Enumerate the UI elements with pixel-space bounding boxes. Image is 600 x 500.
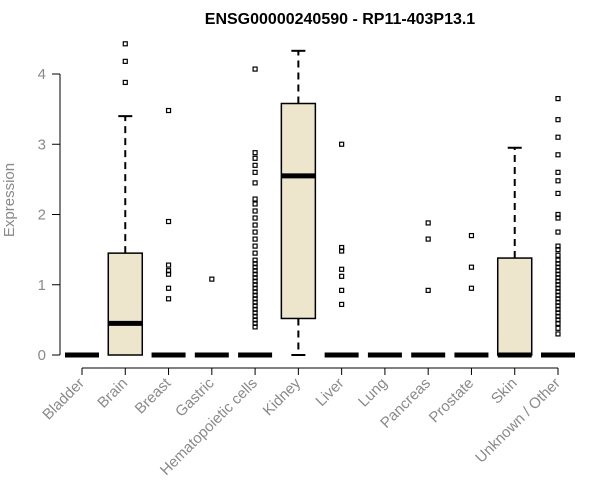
outlier-1-0 <box>122 79 128 86</box>
outlier-2-5 <box>165 218 172 225</box>
outlier-4-25 <box>252 215 258 221</box>
box-group-1 <box>107 41 144 356</box>
outlier-11-1 <box>555 325 561 331</box>
outlier-4-30 <box>252 169 258 175</box>
outlier-6-6 <box>339 141 345 147</box>
outlier-8-1 <box>425 236 431 242</box>
outlier-4-29 <box>252 180 258 186</box>
y-tick-label-4: 4 <box>38 66 46 83</box>
outlier-6-5 <box>339 244 345 251</box>
outlier-8-2 <box>425 220 431 226</box>
box-10 <box>496 257 533 356</box>
outlier-11-31 <box>555 134 561 140</box>
outlier-4-20 <box>252 250 258 256</box>
outlier-4-31 <box>252 162 258 168</box>
outlier-6-2 <box>339 273 345 279</box>
outlier-6-1 <box>339 287 345 293</box>
outlier-11-24 <box>555 229 561 235</box>
outlier-2-1 <box>165 285 172 291</box>
outlier-4-33 <box>252 150 258 156</box>
outlier-11-29 <box>555 169 561 175</box>
outlier-4-22 <box>252 236 258 242</box>
outlier-11-27 <box>555 190 561 197</box>
outlier-11-0 <box>555 331 561 337</box>
outlier-4-28 <box>252 196 258 202</box>
box-1 <box>107 252 144 356</box>
box-group-3 <box>194 276 229 358</box>
box-group-9 <box>454 232 489 358</box>
outlier-2-3 <box>165 268 172 274</box>
outlier-1-2 <box>122 41 128 47</box>
box-group-4 <box>238 66 273 358</box>
box-group-8 <box>411 220 446 358</box>
y-axis-label: Expression <box>1 163 18 237</box>
outlier-2-0 <box>165 296 172 302</box>
outlier-9-1 <box>468 264 475 270</box>
box-group-10 <box>496 146 533 358</box>
box-group-11 <box>541 95 575 358</box>
outlier-4-21 <box>252 243 258 249</box>
outlier-9-2 <box>468 232 475 239</box>
outlier-11-28 <box>555 178 561 184</box>
x-tick-label-9: Prostate <box>426 375 478 427</box>
outlier-4-26 <box>252 208 258 214</box>
chart-title: ENSG00000240590 - RP11-403P13.1 <box>205 11 476 28</box>
outlier-4-27 <box>252 201 258 207</box>
outlier-4-19 <box>252 257 258 263</box>
outlier-11-32 <box>555 117 561 123</box>
boxes-layer <box>65 41 575 358</box>
x-tick-label-6: Liver <box>312 375 347 410</box>
x-tick-label-10: Skin <box>488 375 521 408</box>
outlier-2-4 <box>165 262 172 268</box>
box-group-5 <box>280 49 317 356</box>
outlier-11-21 <box>555 252 561 258</box>
x-tick-label-0: Bladder <box>39 375 88 424</box>
x-tick-label-7: Lung <box>355 375 391 411</box>
x-tick-label-2: Breast <box>132 374 175 417</box>
outlier-4-34 <box>252 66 258 72</box>
outlier-4-24 <box>252 222 258 228</box>
box-5 <box>280 102 317 320</box>
y-tick-label-2: 2 <box>38 207 46 224</box>
outlier-1-1 <box>122 58 128 64</box>
x-tick-label-1: Brain <box>94 375 131 412</box>
outlier-4-23 <box>252 229 258 235</box>
outlier-6-3 <box>339 266 345 272</box>
y-tick-label-1: 1 <box>38 277 46 294</box>
outlier-11-30 <box>555 152 561 158</box>
y-axis: 0 1 2 3 4 <box>38 66 61 364</box>
box-group-6 <box>324 141 359 358</box>
outlier-11-20 <box>555 257 561 263</box>
outlier-4-32 <box>252 155 258 161</box>
outlier-3-0 <box>209 276 215 282</box>
outlier-9-0 <box>468 285 475 291</box>
outlier-11-26 <box>555 211 561 218</box>
outlier-11-33 <box>555 95 561 102</box>
x-tick-label-5: Kidney <box>260 374 305 419</box>
outlier-8-0 <box>425 287 431 293</box>
y-tick-label-3: 3 <box>38 136 46 153</box>
outlier-2-6 <box>165 107 172 114</box>
outlier-11-23 <box>555 243 561 249</box>
outlier-6-0 <box>339 301 345 308</box>
y-tick-label-0: 0 <box>38 347 46 364</box>
box-group-2 <box>151 107 186 358</box>
